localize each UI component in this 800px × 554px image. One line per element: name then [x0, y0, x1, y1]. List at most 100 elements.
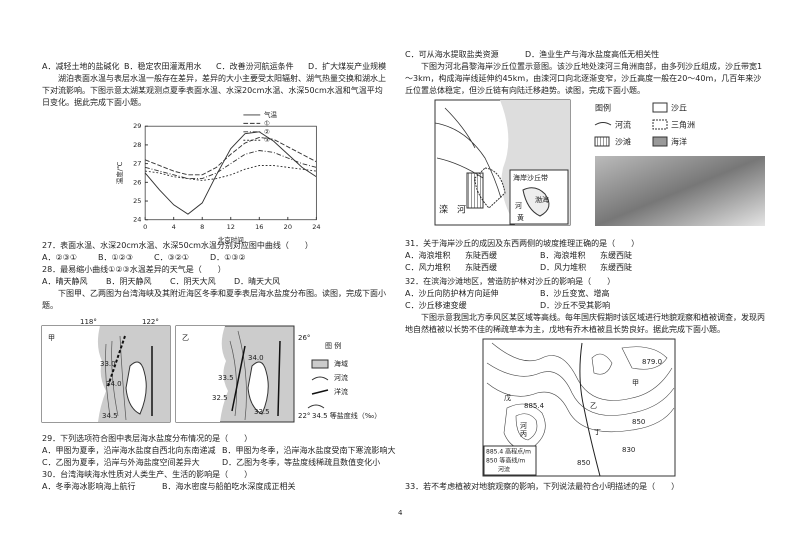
option: C．③②① — [154, 253, 190, 262]
option: B．阴天静风 — [106, 277, 152, 286]
option: 东缓西陡 — [600, 263, 632, 272]
series-line — [145, 150, 317, 180]
options: A．冬季海冰影响海上航行 B．海水密度与船舶吃水深度成正相关 — [42, 481, 296, 493]
options: A．减轻土地的盐碱化 B．稳定农田灌溉用水 C．改善汾河航运条件 D．扩大煤炭产业规模 — [42, 61, 386, 73]
x-tick-label: 12 — [227, 223, 235, 231]
options: C．沙丘移速变缓 D．沙丘不受其影响 — [405, 300, 610, 312]
options: A．沙丘向防护林方向延伸 B．沙丘变宽、增高 — [405, 288, 610, 300]
paragraph: 下图为河北昌黎海岸沙丘位置示意图。该沙丘地处滦河三角洲南部，由多列沙丘组成，沙丘… — [405, 62, 763, 95]
series-line — [144, 136, 317, 176]
question: 29．下列选项符合图中表层海水盐度分布情况的是（ ） — [42, 434, 253, 443]
legend-item: 海洋 — [671, 137, 687, 147]
map-label: 渤海 — [535, 195, 549, 204]
options: C．风力堆积 东陡西缓 D．风力堆积 东缓西陡 — [405, 262, 632, 274]
legend-label: ① — [264, 119, 270, 127]
option: A．海浪堆积 — [405, 251, 451, 260]
y-tick-label: 28 — [133, 141, 141, 149]
series-line — [145, 165, 317, 181]
legend-swatch — [594, 136, 610, 147]
map-label: 丁 — [594, 428, 601, 436]
legend-swatch — [307, 404, 325, 409]
legend-label: ② — [264, 128, 270, 136]
option: B．海水密度与船舶吃水深度成正相关 — [162, 482, 296, 491]
lat-label: 22° — [298, 412, 310, 420]
dune-figure: 滦 河 海岸沙丘带 渤海 河 黄 图例 沙丘 河流 三角洲 沙滩 海洋 — [434, 99, 765, 226]
river — [579, 342, 601, 477]
legend-swatch — [652, 136, 668, 147]
options: C．可从海水提取盐类资源 D．渔业生产与海水盐度高低无相关性 — [405, 49, 659, 61]
x-tick-label: 20 — [284, 223, 292, 231]
panel-a: 甲 118° 122° 33.0 34.0 34.5 — [41, 318, 171, 423]
legend-item: 沙丘 — [671, 104, 687, 113]
option: C．阴天大风 — [170, 277, 216, 286]
option: D．乙图为冬季，等盐度线稀疏且数值变化小 — [222, 458, 381, 467]
map-label: 885.4 — [524, 402, 545, 410]
option: 东缓西陡 — [600, 251, 632, 260]
option: D．沙丘不受其影响 — [540, 301, 611, 310]
option: 东陡西缓 — [465, 263, 497, 272]
plot-frame — [144, 125, 317, 221]
legend-label: 气温 — [264, 110, 278, 119]
y-tick-label: 24 — [133, 216, 141, 224]
contour-label: 34.0 — [248, 354, 264, 362]
panel-label: 甲 — [48, 334, 55, 342]
y-axis-title: 温度/℃ — [115, 162, 124, 185]
option: D．①③② — [210, 253, 246, 262]
isoline — [229, 330, 247, 421]
question: 30．台湾海峡海水性质对人类生产、生活的影响是（ ） — [42, 470, 253, 479]
legend: 图 例 海域 河流 洋流 34.5 等盐度线（‰） — [307, 341, 381, 420]
option: A．减轻土地的盐碱化 — [42, 62, 120, 71]
lon-label: 122° — [142, 318, 159, 326]
options: A．②③① B．①②③ C．③②① D．①③② — [42, 252, 246, 264]
x-tick-label: 8 — [200, 223, 204, 231]
map-label: 河 — [520, 422, 527, 430]
option: B．①②③ — [98, 253, 134, 262]
legend-item: 三角洲 — [671, 120, 695, 130]
lon-label: 118° — [80, 318, 97, 326]
map-label: 甲 — [632, 379, 639, 387]
current — [107, 335, 126, 387]
series-line — [144, 131, 317, 215]
x-axis-title: 北京时间 — [218, 235, 244, 244]
map-label: 滦 河 — [439, 204, 466, 216]
island — [247, 361, 269, 415]
panel-b: 乙 26° 22° 34.0 33.5 32.5 33.5 — [175, 325, 310, 423]
legend-item: 850 等高线/m — [486, 457, 525, 465]
paragraph: 下图甲、乙两图为台湾海峡及其附近海区冬季和夏季表层海水盐度分布图。读图，完成下面… — [42, 289, 386, 310]
legend-item: 34.5 等盐度线（‰） — [312, 411, 381, 420]
legend-swatch — [652, 102, 668, 113]
photo — [595, 156, 765, 226]
options: A．海浪堆积 东陡西缓 B．海浪堆积 东缓西陡 — [405, 250, 632, 262]
option: C．乙图为夏季，沿岸与外海盐度空间差异大 — [42, 458, 200, 467]
option: A．甲图为夏季，沿岸海水盐度自西北向东南递减 — [42, 446, 216, 455]
beach — [466, 172, 484, 209]
panel-label: 乙 — [182, 334, 189, 342]
contour-label: 33.5 — [254, 408, 270, 416]
map-label: 海岸沙丘带 — [513, 173, 548, 182]
option: C．沙丘移速变缓 — [405, 301, 467, 310]
map-label: 879.0 — [642, 358, 662, 366]
legend-swatch — [311, 389, 329, 395]
inset-sea — [522, 187, 550, 217]
question: 31．关于海岸沙丘的成因及东西两侧的坡度推理正确的是（ ） — [405, 239, 640, 248]
map-label: 850 — [632, 418, 645, 426]
legend-item: 海域 — [334, 359, 348, 368]
option: A．晴天静风 — [42, 277, 88, 286]
legend-swatch — [652, 119, 668, 130]
legend-item: 洋流 — [334, 387, 348, 396]
option: D．渔业生产与海水盐度高低无相关性 — [525, 50, 660, 59]
contour-label: 34.0 — [106, 380, 122, 388]
options: C．乙图为夏季，沿岸与外海盐度空间差异大 D．乙图为冬季，等盐度线稀疏且数值变化小 — [42, 457, 380, 469]
contour-label: 33.5 — [218, 374, 234, 382]
question: 33．若不考虑植被对地貌观察的影响，下列说法最符合小明描述的是（ ） — [405, 482, 680, 491]
contour-label: 32.5 — [212, 394, 228, 402]
legend-swatch — [311, 359, 329, 369]
option: A．沙丘向防护林方向延伸 — [405, 289, 499, 298]
legend-label: ③ — [264, 136, 270, 144]
option: C．可从海水提取盐类资源 — [405, 50, 499, 59]
options: A．晴天静风 B．阴天静风 C．阴天大风 D．晴天大风 — [42, 276, 280, 288]
option: B．稳定农田灌溉用水 — [124, 62, 202, 71]
option: B．海浪堆积 — [540, 251, 586, 260]
question: 27．表面水温、水深20cm水温、水深50cm水温分别对应图中曲线（ ） — [42, 241, 313, 250]
legend-title: 图 例 — [325, 341, 341, 350]
